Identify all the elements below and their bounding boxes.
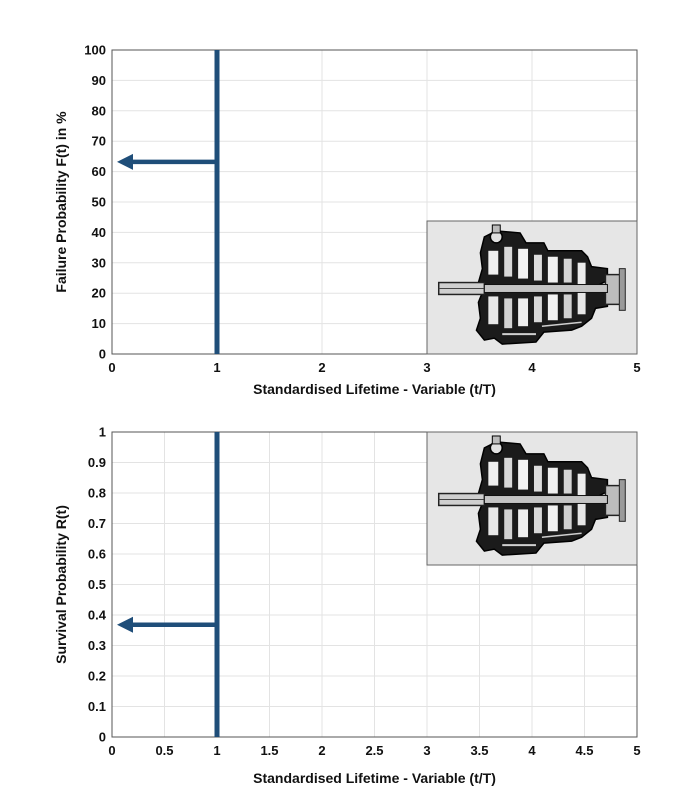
y-tick-label: 0 <box>99 730 106 745</box>
x-tick-label: 1.5 <box>260 743 278 758</box>
chart-survival-probability: 0 0.1 0.2 0.3 0.4 0.5 0.6 0.7 0.8 0.9 1 0 0.5 1 1.5 2 2.… <box>53 425 641 787</box>
x-tick-label: 0 <box>108 360 115 375</box>
y-axis-label: Survival Probability R(t) <box>53 505 69 664</box>
y-tick-label: 0.5 <box>88 577 106 592</box>
plot-frame <box>111 431 638 738</box>
y-tick-label: 1 <box>99 425 106 440</box>
y-tick-label: 0.2 <box>88 669 106 684</box>
arrow-left-icon <box>117 153 217 170</box>
y-tick-label: 0.7 <box>88 516 106 531</box>
y-tick-label: 0.6 <box>88 547 106 562</box>
y-tick-label: 90 <box>92 73 106 88</box>
y-tick-label: 10 <box>92 316 106 331</box>
x-axis-label: Standardised Lifetime - Variable (t/T) <box>253 381 496 397</box>
x-tick-label: 3 <box>423 743 430 758</box>
plot-frame <box>111 49 638 355</box>
x-tick-label: 4 <box>528 743 536 758</box>
x-tick-label: 0 <box>108 743 115 758</box>
x-axis-label: Standardised Lifetime - Variable (t/T) <box>253 770 496 786</box>
y-tick-label: 0.9 <box>88 455 106 470</box>
y-axis-label: Failure Probability F(t) in % <box>53 111 69 293</box>
y-tick-label: 40 <box>92 225 106 240</box>
x-tick-label: 3 <box>423 360 430 375</box>
x-tick-label: 3.5 <box>470 743 488 758</box>
y-tick-label: 0.4 <box>88 608 107 623</box>
x-tick-label: 2 <box>318 743 325 758</box>
x-tick-label: 2 <box>318 360 325 375</box>
x-tick-label: 4.5 <box>575 743 593 758</box>
arrow-left-icon <box>117 616 217 633</box>
y-tick-label: 30 <box>92 255 106 270</box>
x-tick-label: 4 <box>528 360 536 375</box>
y-tick-label: 0.8 <box>88 486 106 501</box>
chart-failure-probability: 0 10 20 30 40 50 60 70 80 90 100 0 1 2 3 4 5 Standardised… <box>53 43 641 398</box>
y-tick-label: 0.3 <box>88 638 106 653</box>
y-tick-label: 80 <box>92 103 106 118</box>
gearbox-cutaway-icon <box>426 431 638 566</box>
x-tick-label: 5 <box>633 743 640 758</box>
y-tick-label: 100 <box>84 43 106 58</box>
y-tick-label: 20 <box>92 286 106 301</box>
x-tick-label: 0.5 <box>155 743 173 758</box>
y-tick-label: 60 <box>92 164 106 179</box>
gearbox-cutaway-icon <box>426 220 638 355</box>
x-tick-label: 5 <box>633 360 640 375</box>
x-tick-label: 1 <box>213 743 220 758</box>
x-tick-label: 1 <box>213 360 220 375</box>
x-tick-label: 2.5 <box>365 743 383 758</box>
y-tick-label: 0 <box>99 347 106 362</box>
y-tick-label: 0.1 <box>88 699 106 714</box>
y-tick-label: 70 <box>92 134 106 149</box>
y-tick-label: 50 <box>92 195 106 210</box>
